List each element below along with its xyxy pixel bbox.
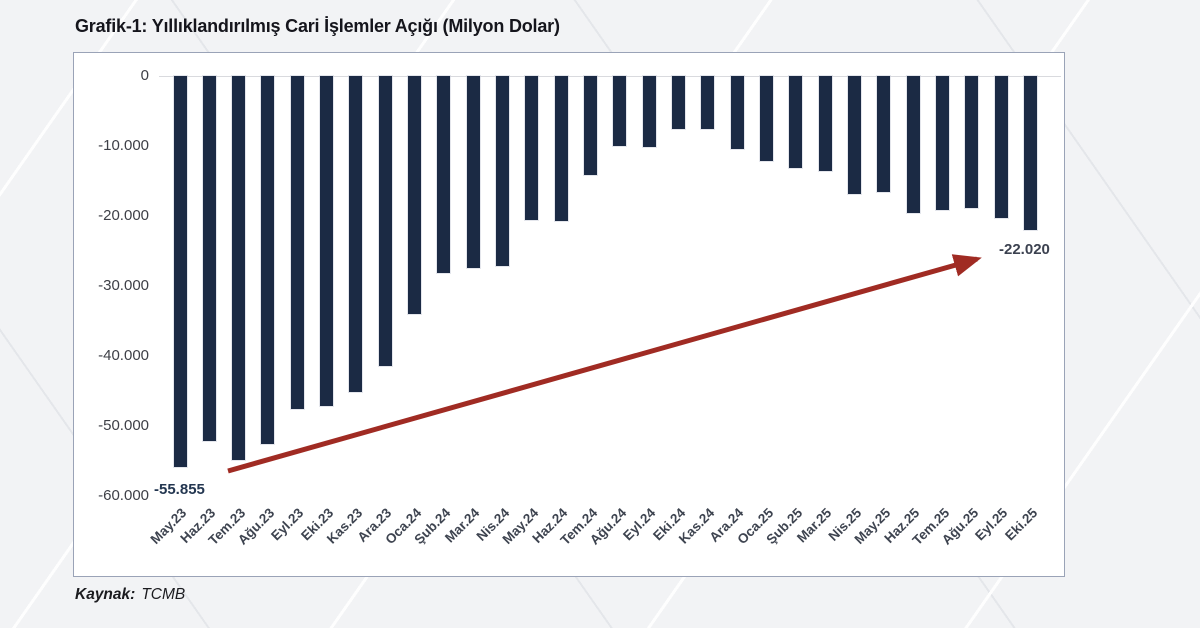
bar bbox=[965, 76, 979, 208]
bar bbox=[408, 76, 422, 314]
bar bbox=[994, 76, 1008, 218]
y-axis-tick-label: -40.000 bbox=[98, 347, 149, 364]
source-value: TCMB bbox=[141, 586, 186, 603]
y-axis-tick-label: -20.000 bbox=[98, 207, 149, 224]
bar bbox=[1024, 76, 1038, 230]
bar bbox=[613, 76, 627, 146]
bar bbox=[936, 76, 950, 210]
bar bbox=[730, 76, 744, 149]
first-bar-value-label: -55.855 bbox=[154, 481, 205, 498]
bar bbox=[789, 76, 803, 168]
last-bar-value-label: -22.020 bbox=[999, 241, 1050, 258]
bar bbox=[642, 76, 656, 147]
bar bbox=[906, 76, 920, 213]
chart-title: Grafik-1: Yıllıklandırılmış Cari İşlemle… bbox=[75, 16, 560, 36]
bar bbox=[173, 76, 187, 467]
bar bbox=[701, 76, 715, 129]
bar bbox=[202, 76, 216, 441]
chart-panel: 0 -10.000 -20.000 -30.000 -40.000 -50.000 -60.… bbox=[73, 52, 1065, 577]
y-axis-tick-label: -30.000 bbox=[98, 277, 149, 294]
bar bbox=[349, 76, 363, 392]
zero-gridline bbox=[159, 76, 1061, 77]
bar bbox=[672, 76, 686, 129]
bar bbox=[818, 76, 832, 171]
bar bbox=[466, 76, 480, 268]
source-note: Kaynak: TCMB bbox=[75, 586, 185, 604]
bar bbox=[584, 76, 598, 175]
y-axis-tick-label: -10.000 bbox=[98, 137, 149, 154]
bar bbox=[378, 76, 392, 366]
trend-arrow bbox=[227, 254, 982, 474]
bar bbox=[760, 76, 774, 161]
bar bbox=[290, 76, 304, 409]
y-axis-tick-label: -60.000 bbox=[98, 487, 149, 504]
bar bbox=[496, 76, 510, 266]
bar bbox=[848, 76, 862, 194]
bar bbox=[525, 76, 539, 220]
bar bbox=[261, 76, 275, 444]
bar bbox=[320, 76, 334, 406]
source-label: Kaynak: bbox=[75, 586, 136, 603]
bar bbox=[877, 76, 891, 192]
bar bbox=[554, 76, 568, 221]
y-axis-tick-label: -50.000 bbox=[98, 417, 149, 434]
bar bbox=[437, 76, 451, 273]
bar bbox=[232, 76, 246, 460]
y-axis-tick-label: 0 bbox=[140, 67, 149, 84]
